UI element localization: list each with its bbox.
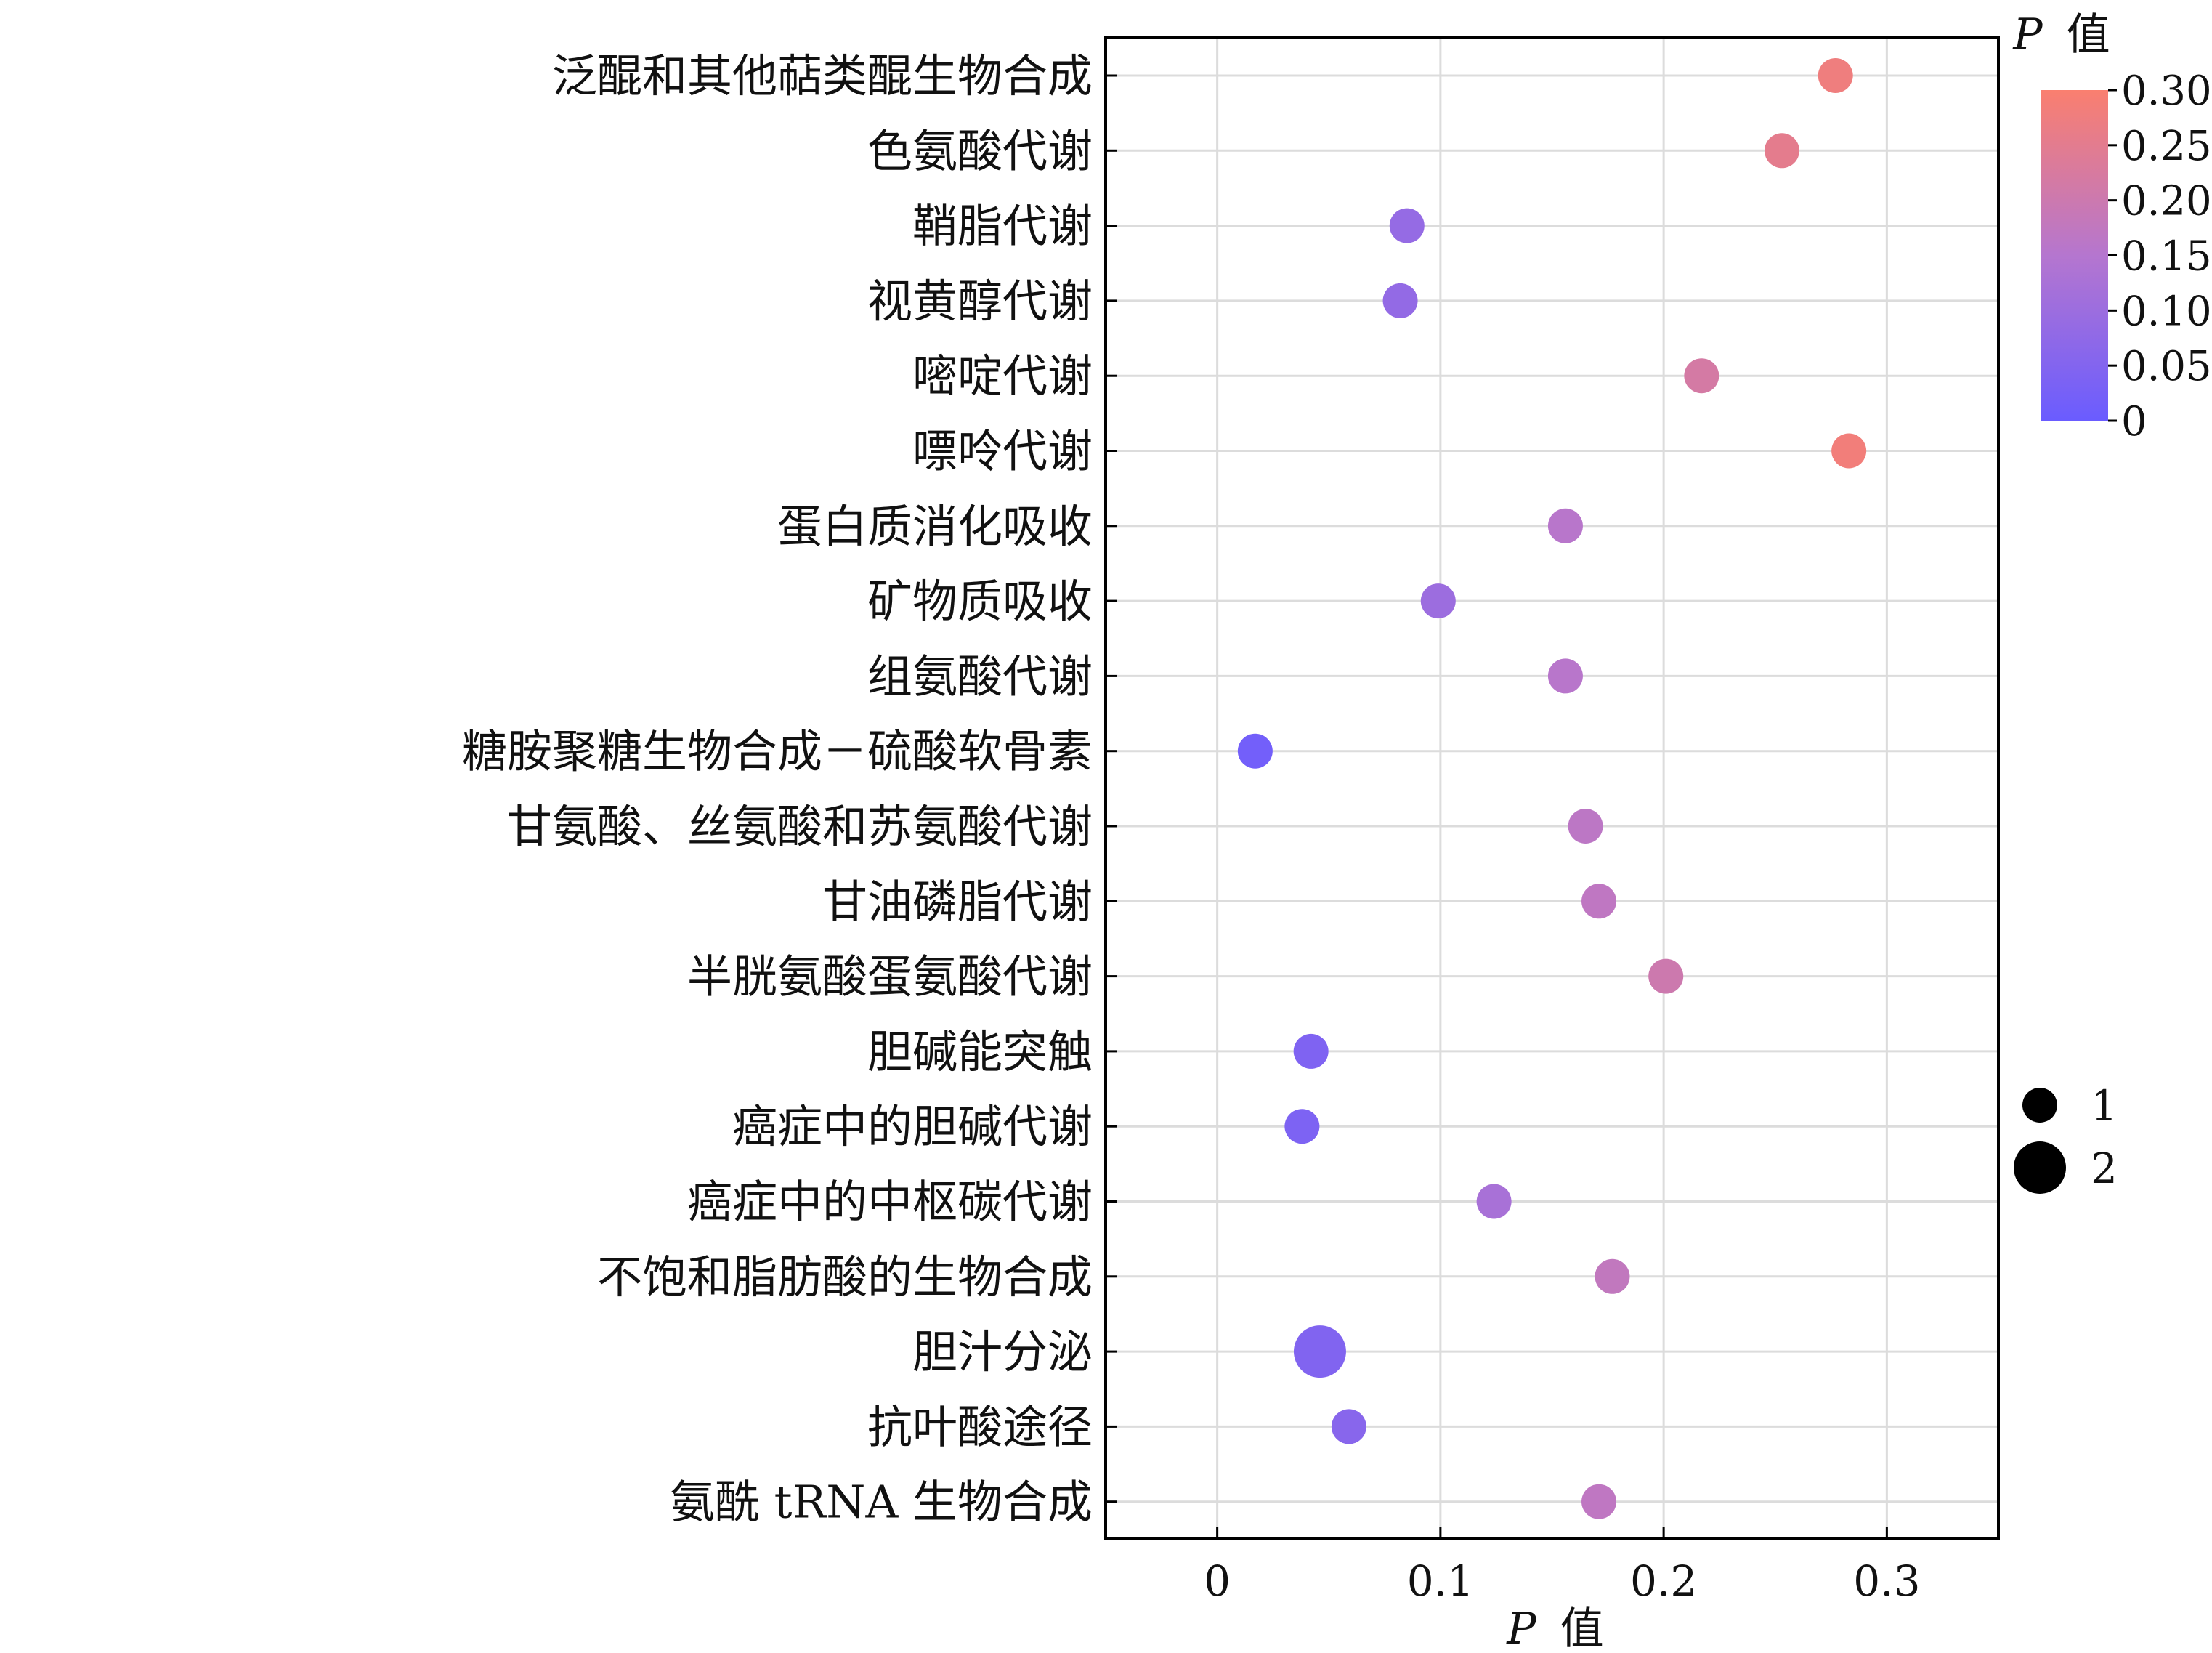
data-point [1476, 1184, 1512, 1219]
size-legend-marker [2014, 1141, 2066, 1194]
data-point [1547, 658, 1583, 694]
colorbar-tick-label: 0 [2121, 398, 2147, 445]
x-tick-label: 0 [1204, 1556, 1231, 1606]
colorbar-title-italic: P [2012, 9, 2043, 60]
y-tick-label: 抗叶酸途径 [867, 1400, 1093, 1453]
colorbar-title-text: 值 [2067, 9, 2110, 60]
data-point [1581, 884, 1617, 919]
y-tick-label: 胆汁分泌 [912, 1325, 1093, 1378]
y-tick-label: 鞘脂代谢 [912, 200, 1093, 253]
y-tick-label: 胆碱能突触 [867, 1025, 1093, 1078]
size-legend-label: 1 [2091, 1081, 2118, 1131]
data-point [1293, 1033, 1329, 1069]
colorbar: P 值 0 0.05 0.10 0.15 0.20 0.25 0.30 [2012, 9, 2211, 445]
data-point [1568, 809, 1603, 844]
size-legend: 12 [2014, 1081, 2118, 1194]
colorbar-tick-label: 0.20 [2121, 178, 2212, 225]
y-tick-label: 矿物质吸收 [867, 575, 1093, 628]
data-point [1547, 508, 1583, 543]
y-tick-label: 癌症中的中枢碳代谢 [687, 1176, 1093, 1229]
data-point [1420, 583, 1456, 619]
data-point [1389, 208, 1425, 243]
y-tick-label: 色氨酸代谢 [867, 124, 1093, 177]
data-point [1818, 58, 1853, 93]
data-point [1764, 133, 1799, 169]
y-tick-label: 甘油磷脂代谢 [822, 875, 1093, 928]
x-tick-labels: 0 0.1 0.2 0.3 [1204, 1556, 1920, 1606]
colorbar-gradient [2041, 90, 2108, 421]
data-points [1237, 58, 1867, 1519]
y-tick-label: 视黄醇代谢 [867, 275, 1093, 328]
data-point [1684, 358, 1719, 394]
x-tick-label: 0.2 [1630, 1556, 1697, 1606]
colorbar-ticks: 0 0.05 0.10 0.15 0.20 0.25 0.30 [2108, 68, 2212, 445]
data-point [1293, 1325, 1346, 1378]
x-axis-title: P 值 [1506, 1604, 1603, 1653]
colorbar-tick-label: 0.15 [2121, 233, 2212, 280]
colorbar-tick-label: 0.30 [2121, 68, 2212, 115]
colorbar-tick-label: 0.25 [2121, 123, 2212, 170]
y-tick-label: 组氨酸代谢 [867, 650, 1093, 703]
x-tick-label: 0.3 [1853, 1556, 1920, 1606]
data-point [1331, 1409, 1366, 1444]
y-tick-label: 癌症中的胆碱代谢 [732, 1100, 1093, 1153]
colorbar-tick-label: 0.05 [2121, 343, 2212, 390]
y-tick-label: 不饱和脂肪酸的生物合成 [597, 1250, 1093, 1304]
data-point [1284, 1109, 1320, 1144]
y-tick-label: 嘧啶代谢 [912, 349, 1093, 403]
data-point [1237, 733, 1273, 769]
data-point [1648, 958, 1684, 994]
y-tick-label: 甘氨酸、丝氨酸和苏氨酸代谢 [507, 800, 1093, 853]
y-tick-labels: 泛醌和其他萜类醌生物合成色氨酸代谢鞘脂代谢视黄醇代谢嘧啶代谢嘌呤代谢蛋白质消化吸… [462, 49, 1093, 1529]
x-axis-title-italic: P [1506, 1604, 1537, 1653]
data-point [1831, 433, 1867, 469]
grid-lines [1106, 38, 1998, 1539]
data-point [1595, 1258, 1630, 1294]
y-tick-label: 半胱氨酸蛋氨酸代谢 [687, 950, 1093, 1003]
y-tick-label: 嘌呤代谢 [912, 425, 1093, 478]
plot-frame [1104, 36, 2000, 1540]
data-point [1382, 283, 1418, 318]
colorbar-title: P 值 [2012, 9, 2110, 60]
size-legend-marker [2022, 1088, 2057, 1123]
y-tick-label: 氨酰 tRNA 生物合成 [670, 1476, 1093, 1529]
y-tick-label: 泛醌和其他萜类醌生物合成 [552, 49, 1093, 102]
axis-ticks [1106, 74, 1888, 1539]
size-legend-label: 2 [2091, 1144, 2118, 1193]
data-point [1581, 1484, 1617, 1519]
x-axis-title-text: 值 [1560, 1604, 1604, 1653]
y-tick-label: 糖胺聚糖生物合成－硫酸软骨素 [462, 725, 1093, 778]
colorbar-tick-label: 0.10 [2121, 288, 2212, 335]
y-tick-label: 蛋白质消化吸收 [777, 500, 1093, 553]
x-tick-label: 0.1 [1407, 1556, 1474, 1606]
